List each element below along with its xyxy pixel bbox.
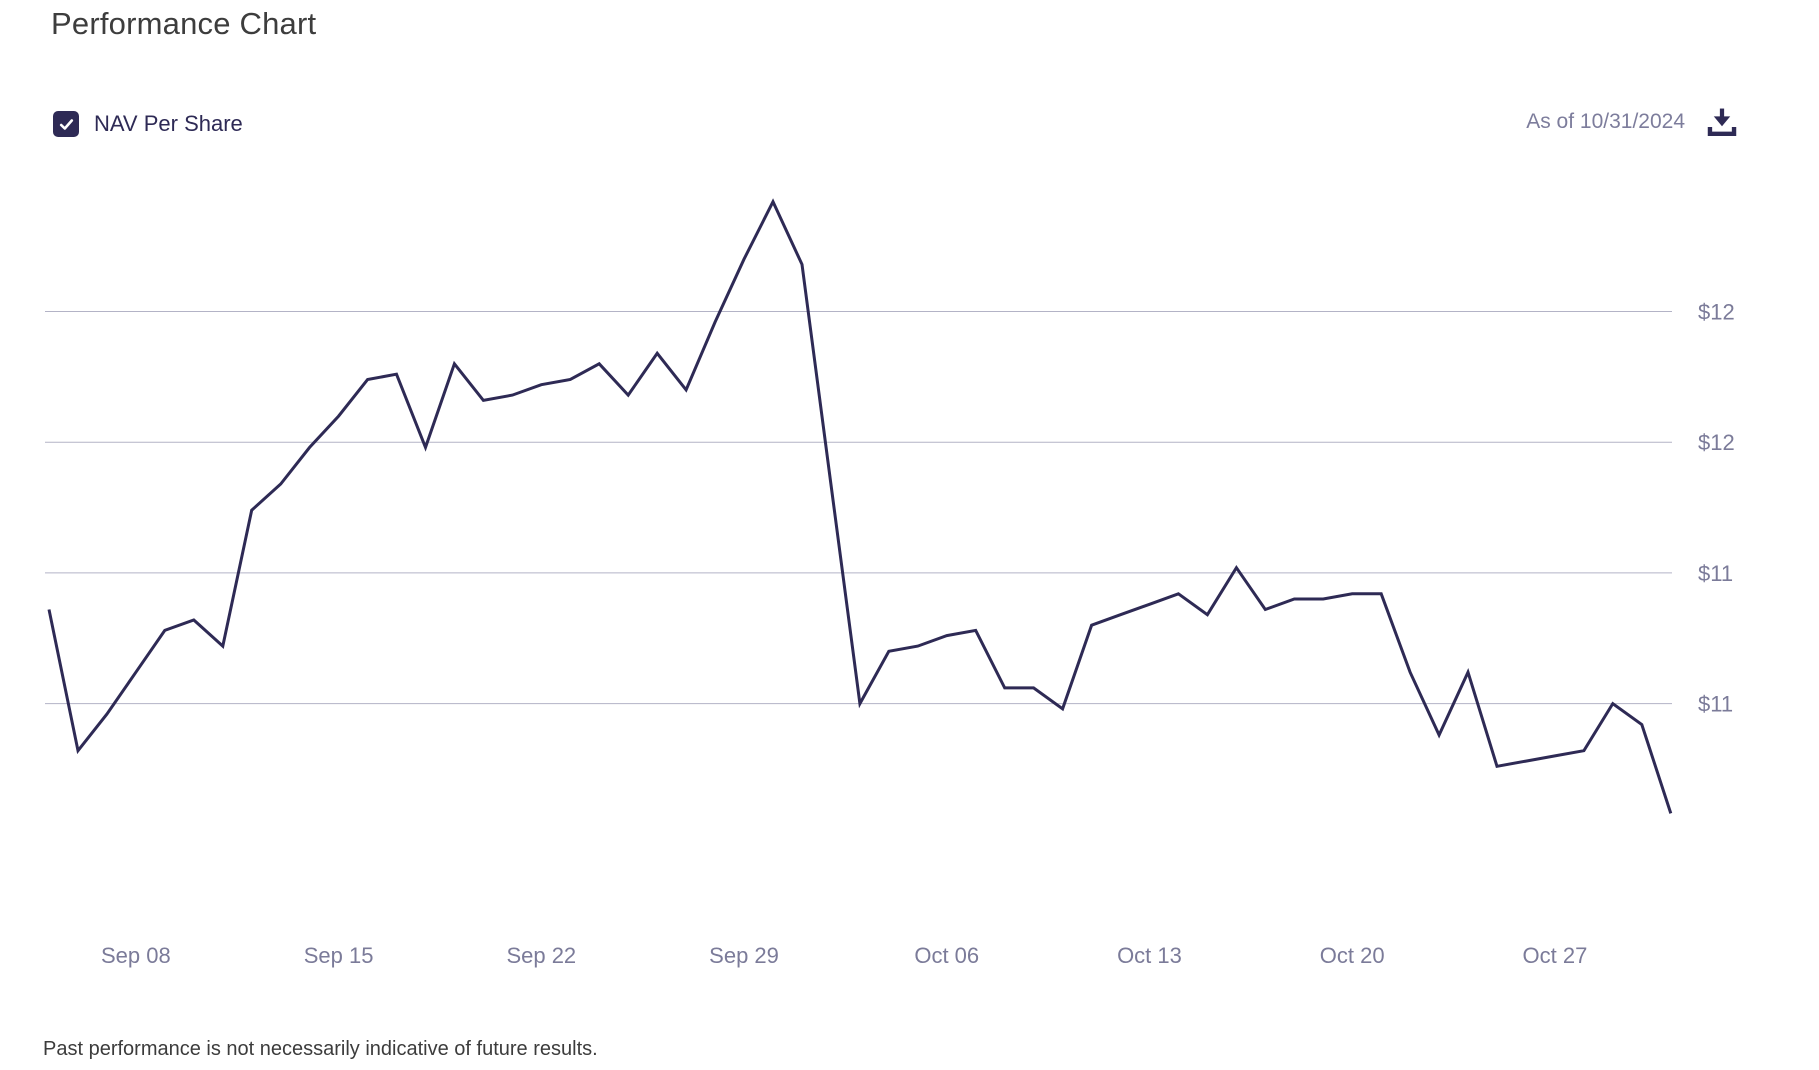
- x-axis-label: Oct 20: [1320, 943, 1385, 968]
- x-axis-label: Sep 15: [304, 943, 374, 968]
- x-axis-label: Oct 27: [1523, 943, 1588, 968]
- download-icon: [1707, 108, 1737, 136]
- x-axis-label: Sep 08: [101, 943, 171, 968]
- x-axis-label: Sep 22: [506, 943, 576, 968]
- disclaimer-text: Past performance is not necessarily indi…: [43, 1038, 598, 1060]
- x-axis-label: Oct 13: [1117, 943, 1182, 968]
- y-axis-label: $12: [1698, 300, 1735, 325]
- x-axis-label: Oct 06: [914, 943, 979, 968]
- page-title: Performance Chart: [51, 6, 317, 41]
- nav-per-share-checkbox[interactable]: [53, 111, 79, 137]
- y-axis-label: $11: [1698, 692, 1733, 717]
- as-of-date: As of 10/31/2024: [1526, 110, 1685, 133]
- y-axis-label: $12: [1698, 430, 1735, 455]
- nav-per-share-line: [47, 198, 1673, 814]
- legend-toggle-nav-per-share[interactable]: NAV Per Share: [53, 111, 243, 137]
- y-axis-label: $11: [1698, 561, 1733, 586]
- chart-toolbar: As of 10/31/2024: [1526, 103, 1740, 141]
- download-button[interactable]: [1704, 104, 1740, 140]
- legend-label: NAV Per Share: [94, 111, 243, 136]
- x-axis-label: Sep 29: [709, 943, 779, 968]
- check-icon: [59, 118, 73, 130]
